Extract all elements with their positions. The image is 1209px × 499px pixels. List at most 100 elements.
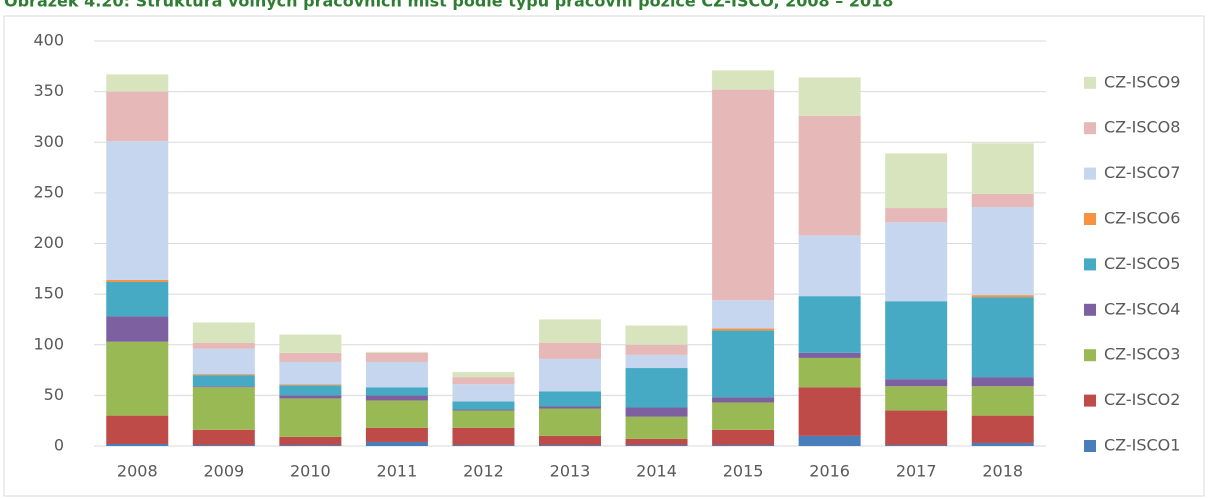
- bar-segment: [365, 351, 428, 353]
- bar-segment: [539, 391, 601, 407]
- bar-segment: [971, 295, 1034, 298]
- y-tick-label: 100: [33, 334, 64, 353]
- bar-segment: [279, 398, 342, 437]
- bar-segment: [971, 193, 1034, 208]
- bar-segment: [625, 354, 688, 369]
- bar-segment: [106, 443, 169, 446]
- bar-segment: [106, 141, 169, 280]
- x-tick-label: 2017: [896, 462, 937, 481]
- bar-segment: [971, 386, 1034, 416]
- bar-segment: [625, 368, 688, 408]
- bar-segment: [885, 444, 948, 446]
- bar-segment: [365, 441, 428, 446]
- y-tick-label: 350: [33, 81, 64, 100]
- bar-segment: [885, 386, 948, 411]
- y-tick-label: 0: [54, 436, 64, 455]
- x-tick-label: 2008: [117, 462, 158, 481]
- bar-segment: [625, 325, 688, 345]
- bar-segment: [365, 361, 428, 388]
- bar-segment: [539, 342, 601, 359]
- bar-segment: [885, 222, 948, 302]
- legend-swatch: [1084, 349, 1096, 362]
- bar-segment: [539, 406, 601, 409]
- bar-segment: [279, 395, 342, 399]
- bar-segment: [625, 407, 688, 417]
- bar-segment: [712, 444, 775, 446]
- x-tick-label: 2016: [809, 462, 850, 481]
- bar-segment: [192, 374, 255, 376]
- legend-swatch: [1084, 303, 1096, 316]
- bar-segment: [798, 352, 861, 358]
- bar-segment: [625, 344, 688, 355]
- bar-segment: [452, 377, 515, 385]
- legend-label: CZ-ISCO5: [1104, 254, 1180, 273]
- bar-segment: [712, 300, 775, 329]
- legend-label: CZ-ISCO7: [1104, 163, 1180, 182]
- y-tick-label: 250: [33, 182, 64, 201]
- bar-segment: [192, 348, 255, 375]
- chart-frame: [3, 15, 1205, 497]
- bar-segment: [885, 208, 948, 223]
- bar-segment: [106, 91, 169, 142]
- legend-label: CZ-ISCO8: [1104, 118, 1180, 137]
- y-tick-label: 400: [33, 31, 64, 50]
- y-tick-label: 50: [44, 385, 64, 404]
- bar-segment: [365, 427, 428, 442]
- bar-segment: [971, 377, 1034, 387]
- bar-segment: [885, 301, 948, 380]
- bar-segment: [539, 435, 601, 445]
- bar-segment: [798, 435, 861, 446]
- bar-segment: [192, 342, 255, 349]
- bar-segment: [885, 379, 948, 387]
- legend-swatch: [1084, 213, 1096, 225]
- bar-segment: [365, 400, 428, 428]
- bar-segment: [712, 70, 775, 90]
- bar-segment: [452, 427, 515, 445]
- legend-swatch: [1084, 167, 1096, 180]
- bar-segment: [452, 384, 515, 402]
- y-tick-label: 200: [33, 233, 64, 252]
- bar-segment: [798, 115, 861, 236]
- legend-swatch: [1084, 440, 1096, 452]
- bar-segment: [971, 143, 1034, 194]
- bar-segment: [106, 281, 169, 317]
- x-tick-label: 2014: [636, 462, 677, 481]
- bar-segment: [106, 341, 169, 416]
- bar-segment: [106, 415, 169, 444]
- bar-segment: [798, 387, 861, 436]
- bar-segment: [971, 442, 1034, 446]
- bar-segment: [885, 153, 948, 209]
- bar-segment: [712, 330, 775, 398]
- bar-segment: [798, 235, 861, 297]
- bar-segment: [365, 352, 428, 362]
- bar-segment: [106, 74, 169, 92]
- bar-segment: [365, 395, 428, 401]
- bar-segment: [712, 429, 775, 445]
- bar-segment: [279, 436, 342, 445]
- bar-segment: [971, 415, 1034, 443]
- bar-segment: [625, 444, 688, 446]
- bar-segment: [798, 296, 861, 353]
- bar-segment: [192, 387, 255, 430]
- bar-segment: [539, 319, 601, 343]
- legend-label: CZ-ISCO3: [1104, 345, 1180, 364]
- x-tick-label: 2009: [203, 462, 244, 481]
- bar-segment: [625, 438, 688, 445]
- chart-title: Obrázek 4.20: Struktura volných pracovní…: [4, 0, 893, 11]
- legend-swatch: [1084, 122, 1096, 135]
- bar-segment: [452, 372, 515, 378]
- bar-segment: [798, 357, 861, 388]
- bar-segment: [106, 316, 169, 342]
- y-tick-label: 300: [33, 132, 64, 151]
- bar-segment: [279, 352, 342, 362]
- bar-segment: [539, 408, 601, 436]
- bar-segment: [192, 386, 255, 388]
- bar-segment: [625, 416, 688, 439]
- bar-segment: [539, 444, 601, 446]
- bar-segment: [106, 279, 169, 282]
- bar-segment: [452, 409, 515, 411]
- bar-segment: [971, 297, 1034, 378]
- bar-segment: [279, 385, 342, 396]
- bar-segment: [452, 410, 515, 428]
